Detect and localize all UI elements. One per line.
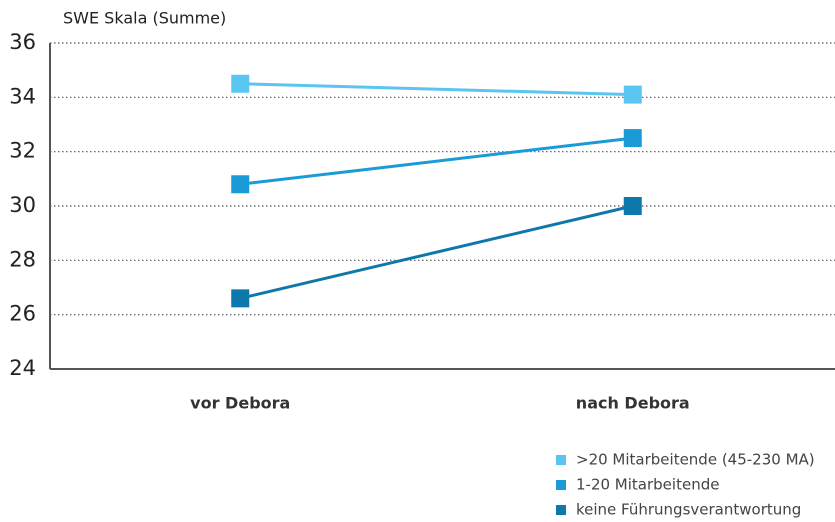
y-tick-label: 32 [9, 139, 36, 163]
legend-swatch [556, 455, 566, 465]
y-tick-label: 28 [9, 247, 36, 271]
y-tick-label: 24 [9, 356, 36, 380]
legend-swatch [556, 480, 566, 490]
y-axis-label: SWE Skala (Summe) [63, 9, 226, 28]
legend-label: 1-20 Mitarbeitende [576, 476, 719, 494]
point-marker [623, 197, 642, 215]
series-line [239, 204, 634, 300]
legend-swatch [556, 505, 566, 515]
x-tick-label: nach Debora [576, 394, 690, 413]
y-tick-label: 30 [9, 193, 36, 217]
y-tick-label: 34 [9, 84, 36, 108]
series-line [240, 82, 633, 97]
legend-label: >20 Mitarbeitende (45-230 MA) [576, 451, 815, 469]
point-marker [623, 85, 642, 104]
y-tick-label: 26 [9, 302, 36, 326]
series-line [240, 136, 633, 186]
point-marker [231, 289, 250, 308]
point-marker [623, 129, 642, 148]
x-tick-label: vor Debora [190, 394, 290, 413]
y-tick-label: 36 [9, 30, 36, 54]
point-marker [231, 175, 250, 194]
legend-label: keine Führungsverantwortung [576, 501, 801, 519]
point-marker [231, 74, 250, 93]
